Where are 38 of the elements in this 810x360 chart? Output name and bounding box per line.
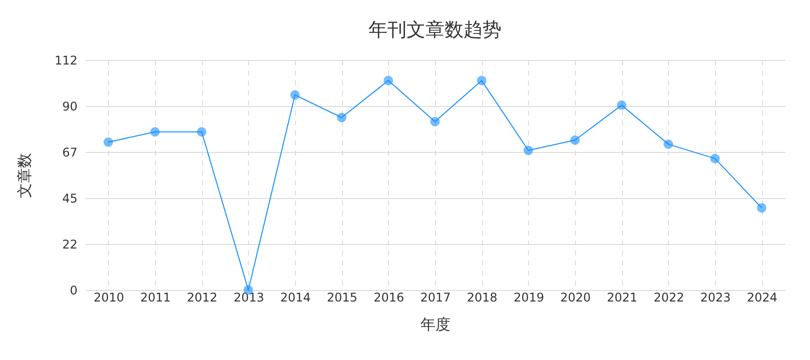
x-tick-label: 2013: [234, 290, 264, 304]
point: [104, 137, 114, 147]
point: [664, 139, 674, 149]
x-tick-label: 2018: [466, 290, 498, 304]
point: [196, 127, 206, 137]
x-tick-label: 2010: [94, 290, 124, 304]
x-tick-label: 2012: [186, 290, 218, 304]
x-tick-label: 2022: [654, 290, 684, 304]
x-tick-label: 2020: [560, 290, 591, 304]
point: [150, 127, 160, 137]
point: [430, 116, 440, 126]
x-tick-label: 2024: [746, 290, 778, 304]
y-tick-label: 45: [62, 192, 78, 206]
y-tick-label: 67: [62, 146, 78, 160]
x-axis-title: 年度: [420, 316, 450, 334]
point: [570, 135, 580, 145]
point: [336, 112, 346, 122]
y-axis-title: 文章数: [16, 153, 34, 198]
y-tick-label: 90: [62, 100, 78, 114]
point: [710, 154, 720, 164]
point: [616, 100, 626, 110]
x-tick-label: 2015: [326, 290, 358, 304]
point: [476, 76, 486, 86]
x-tick-label: 2017: [420, 290, 451, 304]
x-tick-label: 2016: [374, 290, 404, 304]
x-tick-label: 2014: [280, 290, 311, 304]
point: [524, 146, 534, 156]
point: [290, 90, 300, 100]
y-tick-label: 112: [54, 54, 78, 68]
x-tick-label: 2021: [606, 290, 638, 304]
point: [756, 203, 766, 213]
x-tick-label: 2011: [140, 290, 171, 304]
y-tick-label: 0: [70, 284, 78, 298]
y-tick-label: 22: [62, 238, 78, 252]
chart-title: 年刊文章数趋势: [368, 19, 502, 41]
x-tick-label: 2023: [700, 290, 731, 304]
x-tick-label: 2019: [514, 290, 544, 304]
point: [384, 76, 394, 86]
